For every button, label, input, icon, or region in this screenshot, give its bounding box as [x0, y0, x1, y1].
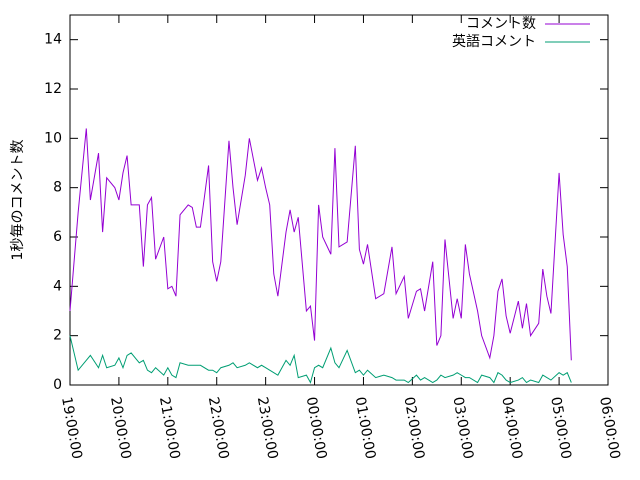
- x-tick-label: 00:00:00: [303, 396, 330, 461]
- y-axis-label: 1秒毎のコメント数: [10, 140, 26, 261]
- x-tick-label: 20:00:00: [107, 396, 134, 461]
- x-tick-label: 19:00:00: [58, 396, 85, 461]
- y-tick-label: 0: [53, 377, 62, 393]
- plot-border: [69, 14, 609, 386]
- x-tick-label: 05:00:00: [547, 396, 574, 461]
- x-tick-label: 06:00:00: [596, 396, 623, 461]
- x-tick-label: 02:00:00: [400, 396, 427, 461]
- x-tick-label: 21:00:00: [156, 396, 183, 461]
- series-line: [69, 335, 572, 384]
- x-tick-label: 01:00:00: [352, 396, 379, 461]
- y-tick-label: 4: [53, 278, 62, 294]
- y-tick-label: 12: [44, 81, 62, 97]
- x-tick-label: 04:00:00: [498, 396, 525, 461]
- y-tick-label: 10: [44, 130, 62, 146]
- x-tick-label: 03:00:00: [449, 396, 476, 461]
- y-tick-label: 8: [53, 180, 62, 196]
- legend-label: 英語コメント: [452, 33, 536, 50]
- x-tick-label: 23:00:00: [254, 396, 281, 461]
- y-tick-label: 6: [53, 229, 62, 245]
- y-tick-label: 2: [53, 328, 62, 344]
- series-line: [69, 128, 572, 361]
- y-tick-label: 14: [44, 32, 62, 48]
- x-tick-label: 22:00:00: [205, 396, 232, 461]
- legend-label: コメント数: [466, 16, 536, 32]
